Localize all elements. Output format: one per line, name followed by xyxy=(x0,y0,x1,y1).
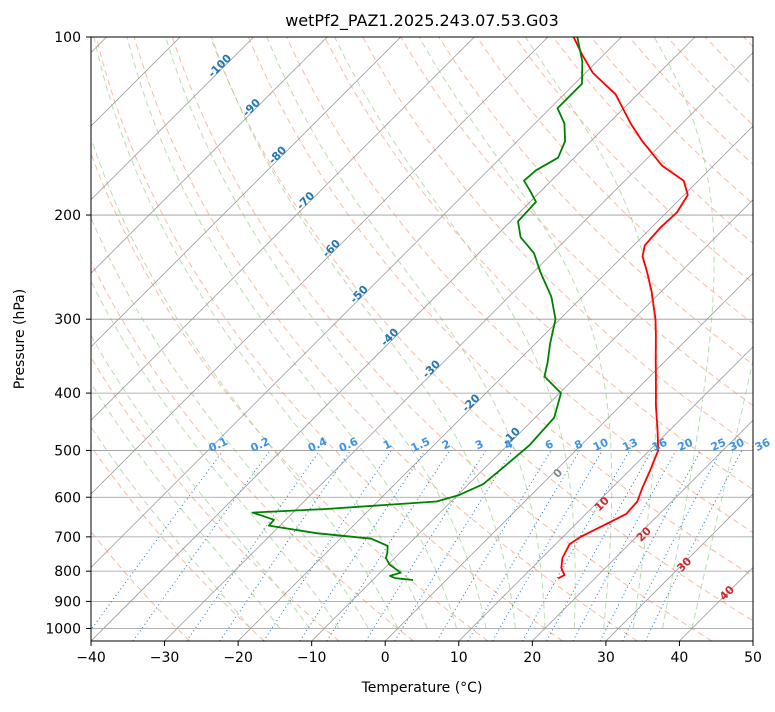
dry-adiabat-line xyxy=(210,37,775,641)
dry-adiabat-line xyxy=(591,37,775,641)
frost-point-label: -100 xyxy=(205,51,234,80)
mixing-ratio-line xyxy=(523,450,630,641)
mixing-ratio-label: 36 xyxy=(753,436,773,454)
mixing-ratio-line xyxy=(220,450,351,641)
moist-adiabat-line xyxy=(692,37,775,629)
x-tick-label: 40 xyxy=(671,650,689,666)
isotherm-line xyxy=(238,37,775,641)
frost-point-label: -60 xyxy=(320,237,343,260)
frost-point-label: -90 xyxy=(240,96,263,119)
mixing-ratio-label: 13 xyxy=(620,436,639,454)
mixing-ratio-line xyxy=(645,450,742,641)
frost-point-label: -20 xyxy=(459,391,482,414)
y-tick-label: 500 xyxy=(54,443,81,459)
y-tick-label: 1000 xyxy=(45,621,81,637)
isotherm-line xyxy=(459,37,775,641)
moist-adiabat-line xyxy=(267,37,545,629)
y-tick-label: 900 xyxy=(54,594,81,610)
isotherm-line xyxy=(753,37,775,641)
y-axis-label: Pressure (hPa) xyxy=(12,289,28,389)
x-tick-label: −40 xyxy=(76,650,106,666)
frost-point-label: -30 xyxy=(420,357,443,380)
axis-layer: −40 −30 −20 −10 0 10 20 30 40 50 100 200 300 400 500 60… xyxy=(45,30,762,666)
moist-adiabat-line xyxy=(0,37,251,629)
x-tick-label: 20 xyxy=(523,650,541,666)
mixing-ratio-line xyxy=(600,450,701,641)
y-tick-label: 800 xyxy=(54,564,81,580)
dry-adiabat-line xyxy=(0,37,190,641)
moist-adiabat-label: 30 xyxy=(674,555,694,575)
moist-adiabat-line xyxy=(0,37,309,629)
y-tick-label: 600 xyxy=(54,490,81,506)
frost-point-label: -40 xyxy=(378,325,401,348)
mixing-ratio-line xyxy=(547,450,652,641)
mixing-ratio-line xyxy=(83,450,223,641)
isotherm-line xyxy=(679,37,775,641)
mixing-ratio-line xyxy=(264,450,392,641)
dry-adiabat-line xyxy=(0,37,264,641)
plot-frame xyxy=(91,37,753,641)
y-tick-label: 400 xyxy=(54,386,81,402)
mixing-ratio-label: 1.5 xyxy=(409,435,432,455)
frost-point-label: -70 xyxy=(294,189,317,212)
x-tick-label: 30 xyxy=(597,650,615,666)
mixing-ratio-line xyxy=(573,450,676,641)
isotherm-line xyxy=(385,37,775,641)
dry-adiabat-line xyxy=(515,37,775,641)
x-tick-label: 10 xyxy=(450,650,468,666)
mixing-ratio-label: 16 xyxy=(650,436,670,454)
moist-adiabat-line xyxy=(335,37,576,629)
dry-adiabat-line xyxy=(667,37,775,641)
isotherm-line xyxy=(0,37,548,641)
dry-adiabat-line xyxy=(439,37,775,641)
y-tick-label: 200 xyxy=(54,208,81,224)
x-tick-label: −20 xyxy=(223,650,253,666)
dry-adiabat-line xyxy=(705,37,775,641)
dry-adiabat-line xyxy=(20,37,414,641)
isotherm-line xyxy=(17,37,621,641)
dry-adiabat-line xyxy=(743,37,775,641)
x-tick-label: −30 xyxy=(150,650,180,666)
mixing-ratio-label: 0.6 xyxy=(337,435,360,455)
mixing-ratio-label: 20 xyxy=(676,436,696,454)
x-tick-label: 0 xyxy=(381,650,390,666)
dry-adiabat-line xyxy=(172,37,712,641)
dry-adiabat-line xyxy=(0,37,339,641)
mixing-ratio-line xyxy=(437,450,551,641)
isotherm-line xyxy=(0,37,401,641)
y-tick-label: 700 xyxy=(54,530,81,546)
moist-adiabat-line xyxy=(654,37,714,629)
mixing-ratio-label: 25 xyxy=(709,436,728,454)
mixing-ratio-label: 0.2 xyxy=(249,435,272,455)
mixing-ratio-label: 0.1 xyxy=(207,435,230,455)
x-axis-label: Temperature (°C) xyxy=(361,680,483,696)
y-tick-label: 100 xyxy=(54,30,81,46)
moist-adiabat-line xyxy=(65,37,398,629)
chart-title: wetPf2_PAZ1.2025.243.07.53.G03 xyxy=(285,11,559,31)
x-tick-label: −10 xyxy=(297,650,327,666)
mixing-ratio-line xyxy=(366,450,486,641)
moist-adiabat-line xyxy=(94,37,427,629)
moist-adiabat-line xyxy=(419,37,612,629)
isotherm-line xyxy=(606,37,775,641)
y-tick-label: 300 xyxy=(54,312,81,328)
dry-adiabat-line xyxy=(553,37,775,641)
mixing-ratio-label: 30 xyxy=(727,436,747,454)
mixing-ratio-line xyxy=(395,450,513,641)
dry-adiabat-line xyxy=(96,37,562,641)
moist-adiabat-line xyxy=(39,37,368,629)
dewpoint-line xyxy=(253,37,583,580)
dry-adiabat-line xyxy=(477,37,775,641)
moist-adiabat-label: 20 xyxy=(634,524,654,544)
x-tick-label: 50 xyxy=(744,650,762,666)
mixing-ratio-line xyxy=(300,450,425,641)
isotherm-line xyxy=(165,37,769,641)
mixing-ratio-label: 10 xyxy=(591,436,611,454)
mixing-ratio-label: 0.4 xyxy=(306,435,329,455)
isotherm-line xyxy=(532,37,775,641)
